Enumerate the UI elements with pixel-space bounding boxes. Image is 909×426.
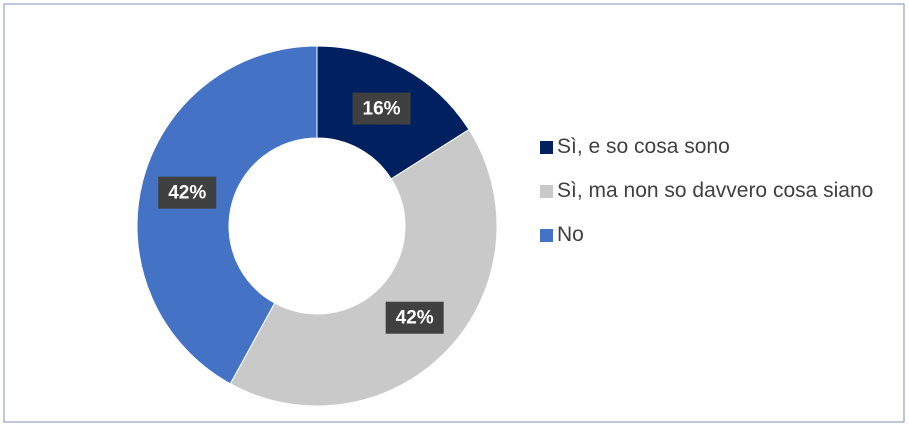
legend-item: Sì, e so cosa sono <box>540 132 885 162</box>
legend-swatch <box>540 185 553 198</box>
value-label: 42% <box>168 183 206 204</box>
value-label-bg <box>385 301 444 334</box>
value-label-bg <box>352 92 411 125</box>
legend: Sì, e so cosa sono Sì, ma non so davvero … <box>540 132 885 264</box>
value-label: 16% <box>363 99 401 120</box>
legend-label: No <box>557 223 584 246</box>
legend-swatch <box>540 141 553 154</box>
chart-border <box>3 3 905 423</box>
value-label-bg <box>158 176 217 209</box>
legend-label: Sì, e so cosa sono <box>557 135 730 158</box>
legend-label: Sì, ma non so davvero cosa siano <box>557 179 874 202</box>
donut-slice <box>136 45 318 385</box>
legend-item: Sì, ma non so davvero cosa siano <box>540 176 885 206</box>
legend-item: No <box>540 220 885 250</box>
value-label: 42% <box>396 308 434 329</box>
donut-slice <box>229 128 498 407</box>
legend-swatch <box>540 229 553 242</box>
